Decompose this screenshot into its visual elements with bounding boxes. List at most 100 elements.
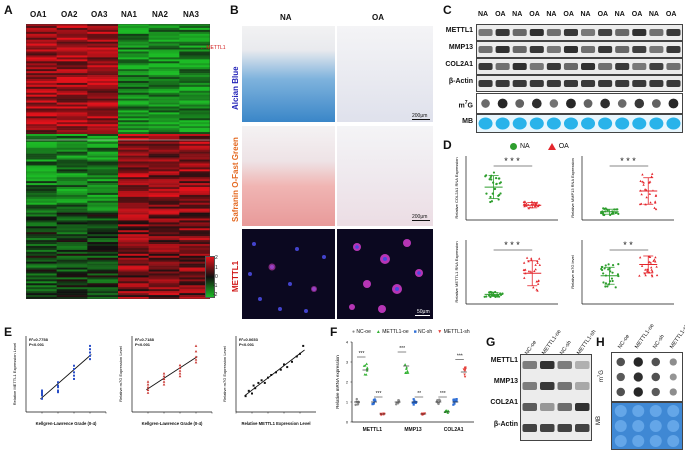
legend-marker-icon: ●	[352, 329, 357, 335]
heatmap-cell	[148, 179, 180, 182]
heatmap-cell	[56, 247, 88, 251]
heatmap-cell	[179, 35, 210, 39]
h-row-label-m7g: m7G	[596, 370, 605, 382]
heatmap-cell	[56, 173, 88, 176]
heatmap-cell	[179, 220, 210, 223]
heatmap-cell	[148, 132, 180, 135]
blot-band	[615, 63, 630, 70]
d-point-oa	[648, 260, 651, 263]
d-point-na	[602, 272, 605, 275]
heatmap-cell	[26, 224, 57, 227]
heatmap-cell	[179, 24, 210, 27]
heatmap-cell	[56, 163, 88, 166]
d-point-na	[602, 281, 605, 284]
e-point	[295, 355, 298, 358]
heatmap-cell	[179, 31, 210, 35]
blot-band	[495, 46, 510, 53]
heatmap-cell	[87, 106, 119, 109]
heatmap-cell	[118, 69, 149, 72]
heatmap-cell	[26, 35, 57, 39]
heatmap-cell	[179, 116, 210, 119]
heatmap-cell	[87, 273, 119, 276]
heatmap-cell	[87, 86, 119, 90]
e-point	[41, 392, 43, 395]
f-point	[405, 366, 408, 369]
heatmap-cell	[26, 151, 57, 154]
heatmap-cell	[87, 116, 119, 119]
heatmap-cell	[118, 263, 149, 266]
heatmap-cell	[118, 287, 149, 290]
heatmap-cell	[87, 41, 119, 44]
heatmap-cell	[148, 253, 180, 257]
heatmap-cell	[56, 104, 88, 107]
d-point-na	[617, 263, 620, 266]
e-point	[283, 363, 285, 366]
heatmap-cell	[87, 43, 119, 46]
na-nuclei	[248, 242, 326, 313]
heatmap-cell	[179, 108, 210, 111]
d-point-oa	[645, 196, 648, 199]
heatmap-cell	[179, 222, 210, 225]
heatmap-cell	[179, 210, 210, 213]
heatmap-cell	[148, 275, 180, 278]
blot-band	[478, 63, 493, 70]
e-point	[162, 380, 166, 383]
heatmap-cell	[148, 285, 180, 288]
d-point-oa	[536, 259, 539, 263]
heatmap-cell	[26, 202, 57, 206]
heatmap-cell	[179, 102, 210, 105]
heatmap-cell	[118, 165, 149, 168]
col-label-na1: NA1	[121, 10, 138, 19]
heatmap-cell	[26, 206, 57, 209]
c-lane-label: NA	[614, 11, 625, 18]
heatmap-cell	[26, 208, 57, 211]
heatmap-cell	[148, 189, 180, 192]
e-fit-line	[146, 356, 198, 391]
heatmap-cell	[179, 261, 210, 264]
e-point	[57, 391, 59, 394]
heatmap-cell	[56, 234, 88, 237]
heatmap-cell	[179, 88, 210, 92]
heatmap-cell	[118, 149, 149, 152]
heatmap-cell	[179, 287, 210, 290]
heatmap-cell	[179, 96, 210, 99]
dot-blot-spot	[600, 98, 610, 109]
f-point	[365, 367, 369, 370]
heatmap-cell	[87, 153, 119, 156]
heatmap-cell	[179, 293, 210, 296]
heatmap-cell	[26, 61, 57, 64]
heatmap-cell	[118, 82, 149, 86]
heatmap-cell	[148, 88, 180, 92]
heatmap-cell	[26, 194, 57, 198]
heatmap-cell	[56, 216, 88, 219]
d-point-na	[614, 286, 617, 289]
heatmap-cell	[179, 43, 210, 46]
heatmap-cell	[56, 273, 88, 276]
heatmap-cell	[179, 137, 210, 141]
heatmap-cell	[179, 257, 210, 261]
f-y-tick: 1	[346, 400, 349, 405]
colorbar-tick: 1	[215, 265, 218, 271]
heatmap-cell	[56, 88, 88, 92]
e-stat-r2: R²=0.7758	[29, 337, 49, 342]
heatmap-cell	[148, 244, 180, 247]
heatmap-cell	[148, 295, 180, 298]
heatmap-cell	[87, 73, 119, 76]
heatmap-cell	[26, 169, 57, 172]
dot-blot-spot	[651, 99, 661, 108]
heatmap-cell	[26, 53, 57, 56]
heatmap-cell	[26, 135, 57, 139]
heatmap-cell	[26, 189, 57, 192]
f-point	[412, 403, 415, 406]
dot-blot-spot	[616, 357, 626, 367]
heatmap-cell	[87, 190, 119, 194]
heatmap-cell	[56, 110, 88, 113]
blot-band	[495, 80, 510, 87]
d-point-oa	[530, 257, 533, 260]
e-xlabel: Kellgren-Lawrence Grade (0-4)	[36, 421, 97, 426]
blot-band	[632, 63, 647, 70]
heatmap-cell	[179, 283, 210, 286]
heatmap-cell	[179, 114, 210, 117]
panel-letter-g: G	[486, 335, 496, 349]
